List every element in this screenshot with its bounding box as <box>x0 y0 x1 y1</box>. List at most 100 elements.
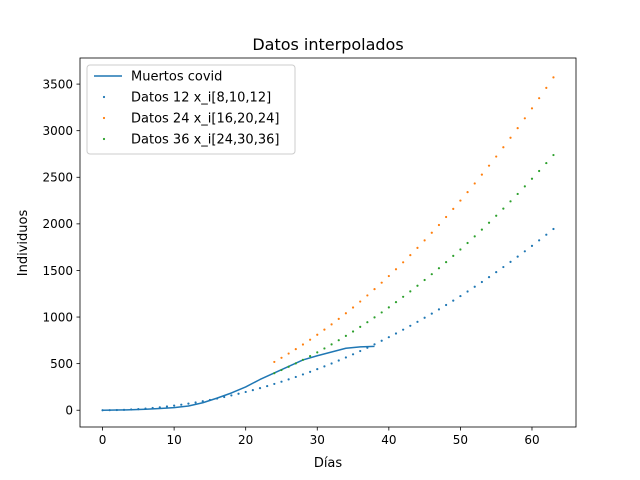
legend-label: Datos 36 x_i[24,30,36] <box>131 133 279 148</box>
data-point <box>359 325 362 328</box>
x-axis-label: Días <box>314 456 343 471</box>
data-point <box>394 332 398 335</box>
data-point <box>437 223 441 227</box>
data-point <box>273 382 276 386</box>
data-point <box>115 408 118 412</box>
data-point <box>309 355 312 358</box>
data-point <box>394 268 398 271</box>
y-tick-label: 2000 <box>42 217 73 231</box>
data-point <box>280 356 283 359</box>
data-point <box>165 405 169 408</box>
data-point <box>430 231 433 234</box>
data-point <box>466 241 469 245</box>
data-point <box>530 244 534 247</box>
data-point <box>416 284 419 287</box>
data-point <box>402 261 405 264</box>
x-tick-label: 30 <box>310 433 325 447</box>
data-point <box>366 294 369 297</box>
legend: Muertos covid Datos 12 x_i[8,10,12] Datos … <box>86 64 296 155</box>
data-point <box>516 127 519 130</box>
data-point <box>495 214 498 217</box>
data-point <box>230 394 233 397</box>
data-point <box>344 334 347 337</box>
chart-title: Datos interpolados <box>252 35 403 54</box>
data-point <box>237 392 240 395</box>
data-point <box>452 299 455 302</box>
legend-label: Datos 24 x_i[16,20,24] <box>131 112 279 127</box>
data-point <box>523 117 526 120</box>
y-tick-label: 1000 <box>42 310 73 324</box>
data-point <box>266 384 269 388</box>
data-point <box>366 321 369 324</box>
data-point <box>423 278 426 282</box>
data-point <box>309 338 312 341</box>
data-point <box>552 76 555 79</box>
data-point <box>502 265 505 269</box>
data-point <box>294 375 297 379</box>
data-point <box>280 368 283 372</box>
data-point <box>294 347 297 351</box>
data-point <box>323 365 326 368</box>
data-point <box>294 362 297 365</box>
y-tick-label: 2500 <box>42 171 73 185</box>
x-tick-label: 40 <box>381 433 396 447</box>
data-point <box>466 191 469 194</box>
data-point <box>445 303 448 307</box>
y-tick-label: 3000 <box>42 124 73 138</box>
data-point <box>459 248 462 251</box>
data-point <box>287 352 290 355</box>
data-point <box>538 239 541 242</box>
data-point <box>523 185 526 188</box>
data-point <box>280 380 283 383</box>
data-point <box>173 404 176 407</box>
data-point <box>316 333 319 336</box>
data-point <box>523 250 526 253</box>
data-point <box>330 362 333 365</box>
data-point <box>416 246 419 249</box>
data-point <box>323 347 326 350</box>
data-point <box>459 199 462 202</box>
data-point <box>545 161 548 165</box>
data-point <box>373 343 376 346</box>
data-point <box>445 215 448 219</box>
data-point <box>122 408 126 411</box>
data-point <box>301 343 305 346</box>
series-dots-2 <box>273 76 555 364</box>
data-point <box>437 267 441 270</box>
data-point <box>409 324 412 327</box>
x-axis-ticks: 0 10 20 30 40 50 60 <box>99 427 540 447</box>
data-point <box>130 408 133 411</box>
data-point <box>487 275 491 279</box>
data-point <box>316 368 319 371</box>
data-point <box>301 358 305 361</box>
data-point <box>251 388 254 392</box>
x-tick-label: 60 <box>524 433 539 447</box>
data-point <box>351 330 355 333</box>
data-point <box>301 373 305 376</box>
data-point <box>244 390 247 394</box>
data-point <box>287 378 290 381</box>
data-point <box>509 260 512 263</box>
axes-frame <box>79 57 577 428</box>
data-point <box>373 288 376 291</box>
data-point <box>409 290 412 293</box>
data-point <box>394 301 398 304</box>
data-point <box>552 227 555 231</box>
data-point <box>344 356 347 359</box>
data-point <box>530 107 534 110</box>
data-point <box>480 173 483 176</box>
data-point <box>430 312 433 315</box>
data-point <box>552 153 555 157</box>
data-point <box>487 164 491 167</box>
data-point <box>423 239 426 242</box>
data-point <box>387 274 390 278</box>
data-point <box>402 295 405 298</box>
data-point <box>402 328 405 331</box>
data-point <box>366 346 369 349</box>
data-point <box>509 136 512 139</box>
data-point <box>480 280 483 284</box>
y-tick-label: 500 <box>50 357 73 371</box>
data-point <box>151 406 154 410</box>
y-tick-label: 3500 <box>42 77 73 91</box>
data-point <box>487 221 491 224</box>
